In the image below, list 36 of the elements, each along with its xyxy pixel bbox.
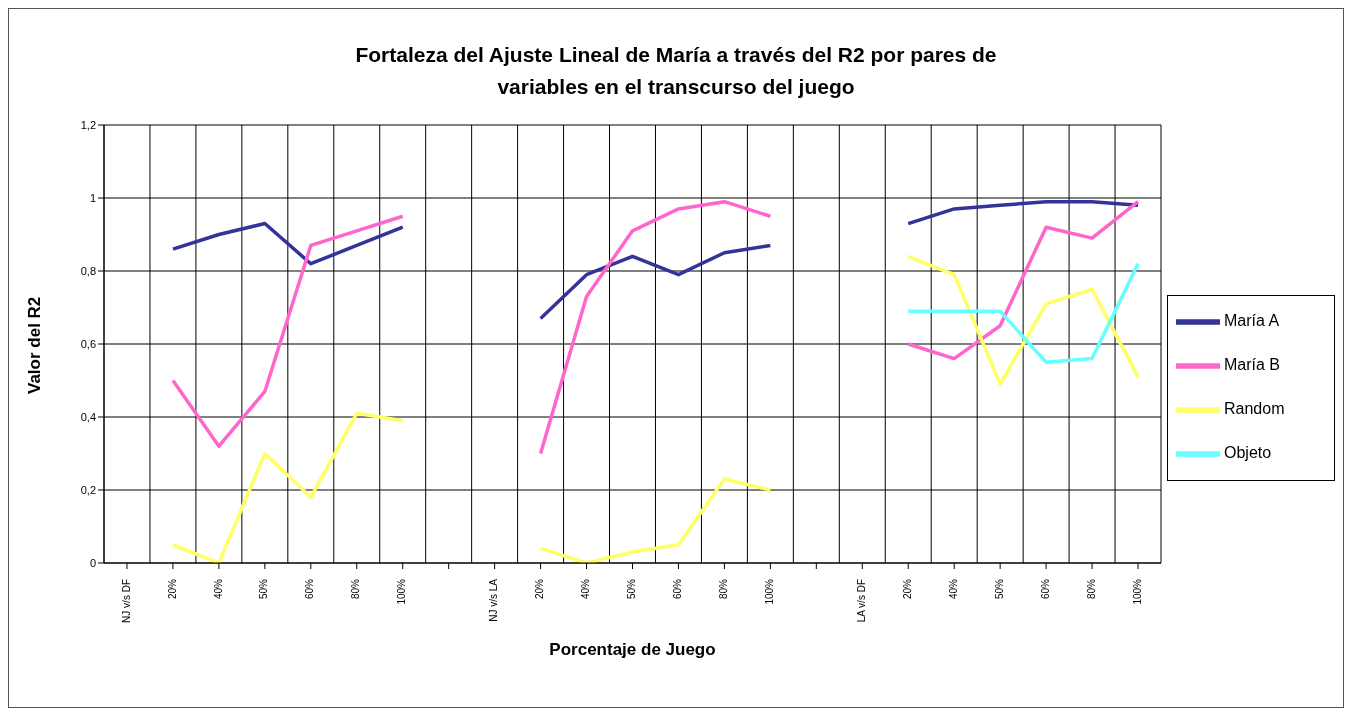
y-tick-label: 0 (89, 556, 96, 569)
x-tick-label: 80% (350, 578, 362, 600)
x-tick-label: 50% (993, 578, 1005, 600)
legend-label: María A (1224, 312, 1280, 330)
x-tick-label: 80% (718, 578, 730, 600)
legend-label: María B (1224, 356, 1281, 374)
x-axis-title: Porcentaje de Juego (549, 640, 716, 659)
y-axis-title: Valor del R2 (25, 296, 45, 394)
x-tick-label: 100% (1131, 578, 1143, 605)
y-tick-label: 1 (89, 191, 96, 204)
x-tick-label: 60% (304, 578, 316, 600)
x-tick-label: NJ v/s DF (120, 579, 132, 623)
legend-label: Random (1224, 400, 1285, 418)
x-tick-label: 40% (580, 578, 592, 600)
y-tick-label: 0,4 (80, 410, 96, 423)
legend-label: Objeto (1224, 444, 1272, 462)
chart-title: Fortaleza del Ajuste Lineal de María a través del R2 por pares de variables en el transcurso del juego (354, 42, 998, 100)
x-tick-label: 20% (901, 578, 913, 600)
y-tick-label: 0,6 (80, 337, 96, 350)
x-tick-label: LA v/s DF (855, 579, 867, 623)
x-tick-label: 100% (396, 578, 408, 605)
x-tick-label: 20% (166, 578, 178, 600)
x-tick-label: 40% (947, 578, 959, 600)
x-tick-label: 100% (764, 578, 776, 605)
line-series (906, 261, 1140, 364)
x-tick-label: 20% (534, 578, 546, 600)
y-tick-label: 1,2 (80, 118, 96, 131)
x-tick-label: 50% (626, 578, 638, 600)
x-tick-label: 60% (1039, 578, 1051, 600)
y-tick-label: 0,8 (80, 264, 96, 277)
x-tick-label: 40% (212, 578, 224, 600)
x-tick-label: NJ v/s LA (488, 578, 500, 622)
x-tick-label: 80% (1085, 578, 1097, 600)
x-tick-label: 60% (672, 578, 684, 600)
y-tick-label: 0,2 (80, 483, 96, 496)
x-tick-label: 50% (258, 578, 270, 600)
